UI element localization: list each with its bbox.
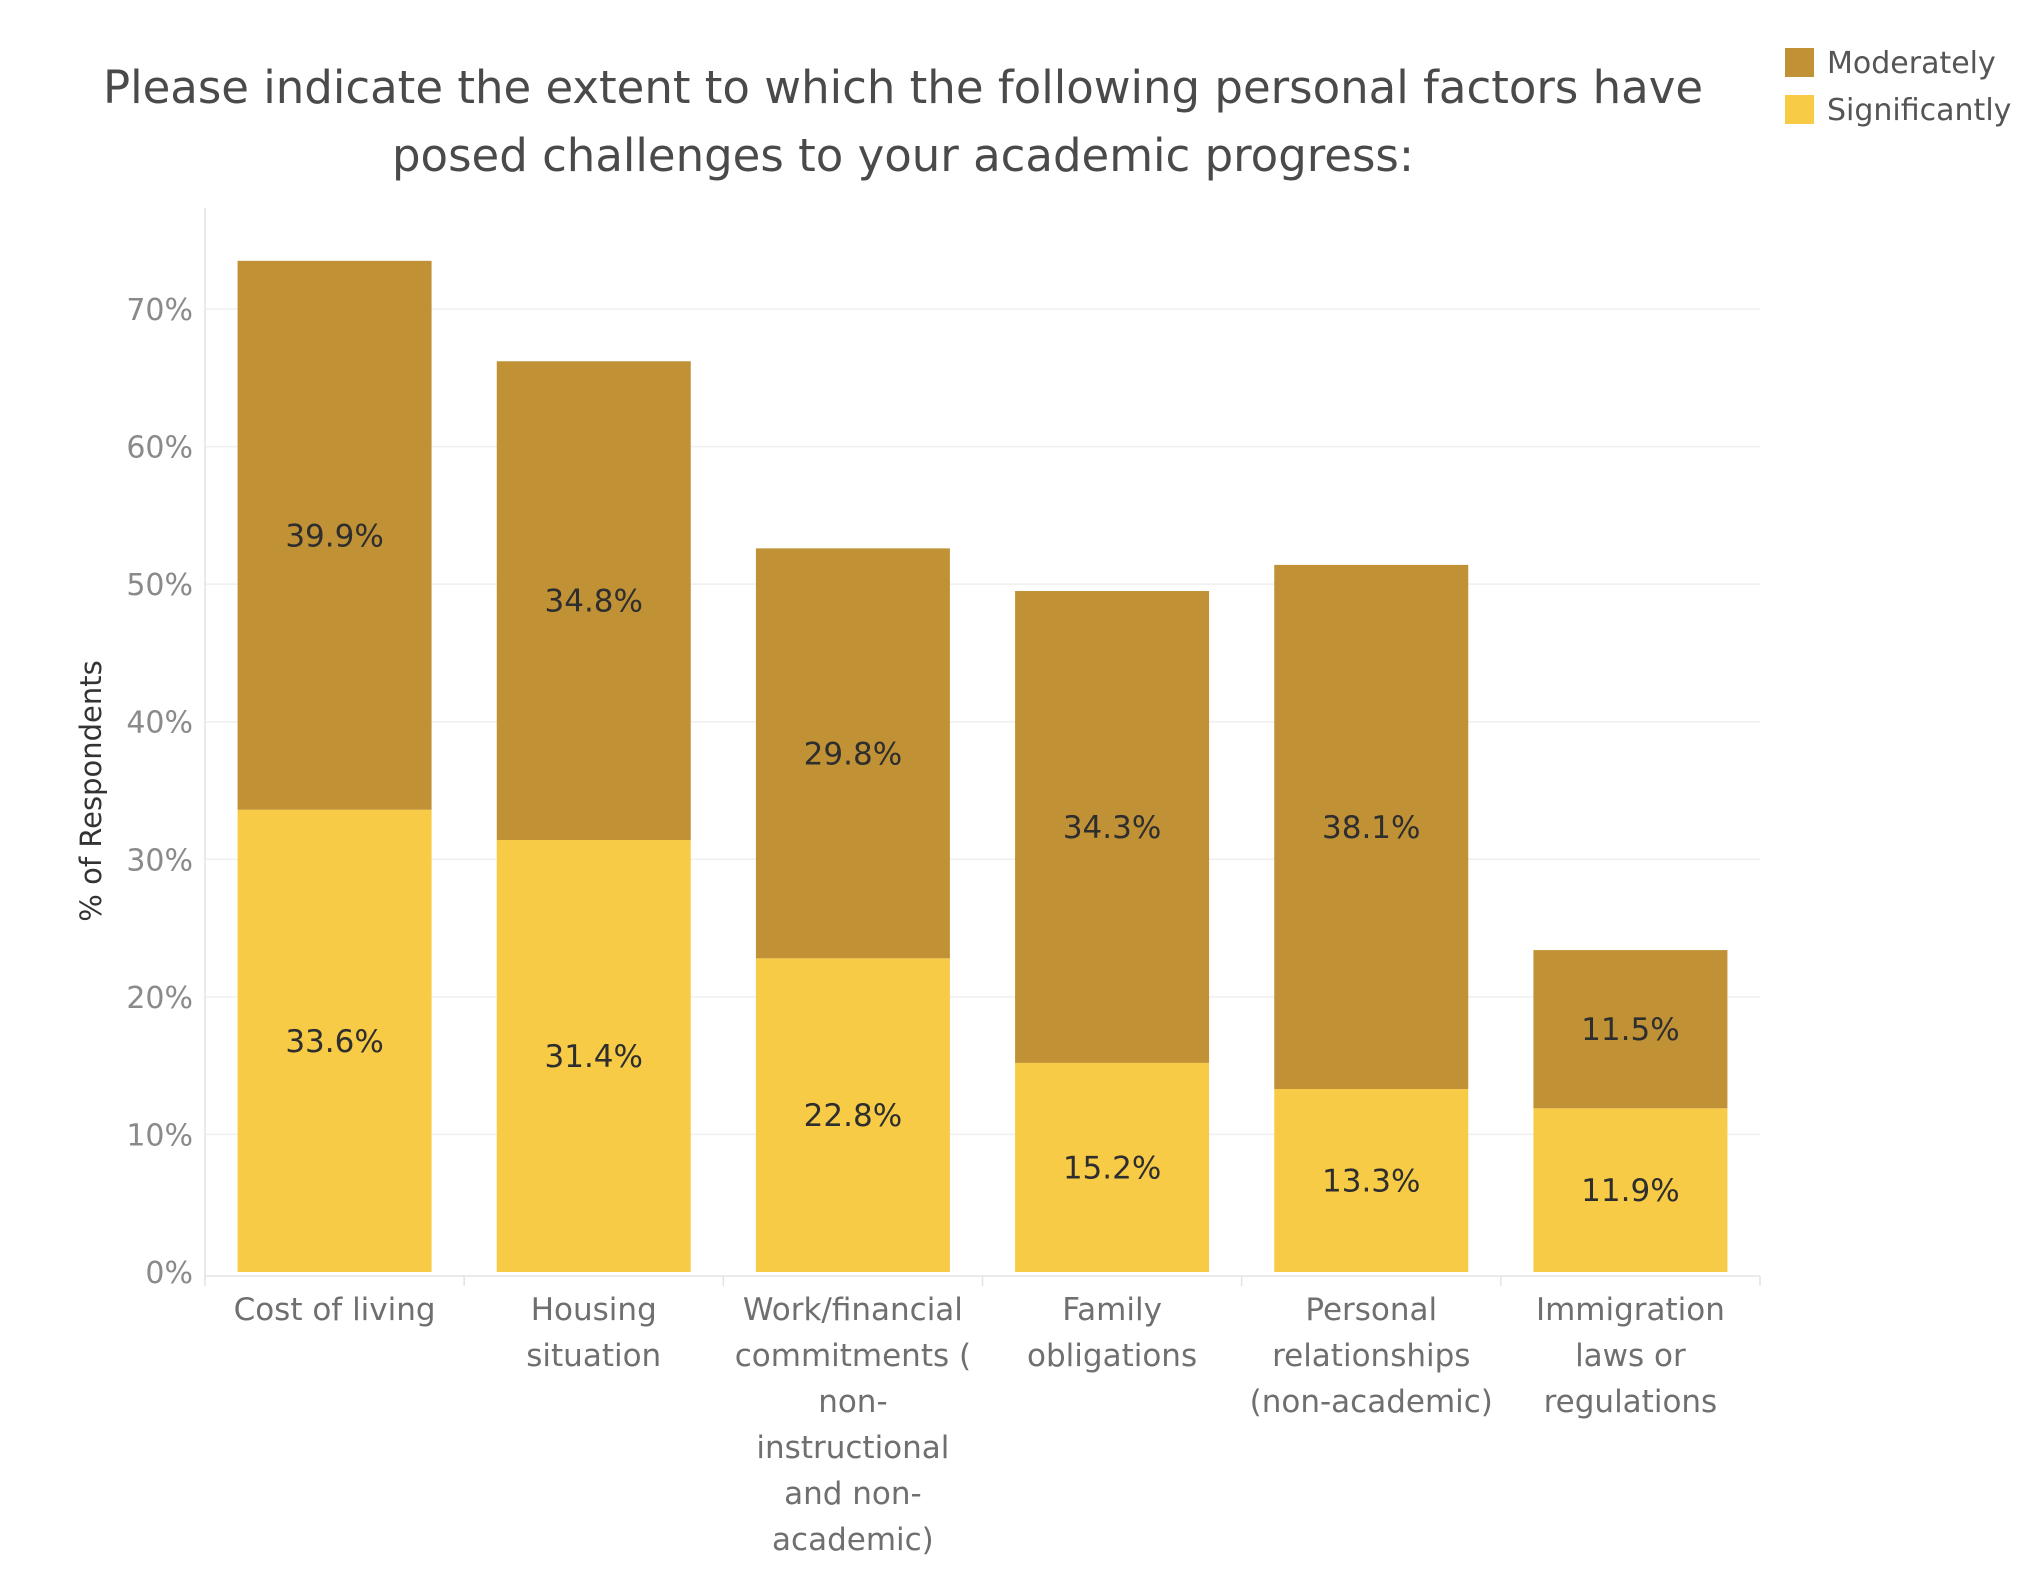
y-axis: 0% 10% 20% 30% 40% 50% 60% 70% (126, 293, 193, 1291)
y-tick-label: 70% (126, 293, 193, 328)
data-label-significantly: 11.9% (1581, 1173, 1679, 1209)
chart-title: Please indicate the extent to which the … (103, 61, 1703, 182)
data-label-significantly: 31.4% (545, 1039, 643, 1075)
legend: Moderately Significantly (1785, 46, 2011, 128)
bar-significantly (496, 840, 691, 1272)
bar-moderately (755, 548, 950, 959)
x-category-label: Personal relationships (non-academic) (1250, 1292, 1493, 1420)
legend-swatch-significantly (1785, 95, 1814, 124)
bar-moderately (496, 361, 691, 841)
bar-moderately (237, 260, 432, 810)
chart-title-line-2: posed challenges to your academic progre… (392, 129, 1414, 182)
bar-significantly (1015, 1062, 1210, 1272)
data-label-significantly: 22.8% (804, 1098, 902, 1134)
x-axis: Cost of living Housing situation Work/finan… (204, 208, 1761, 1558)
data-label-significantly: 13.3% (1322, 1164, 1420, 1200)
gridlines (205, 308, 1760, 1136)
data-label-moderately: 29.8% (804, 736, 902, 772)
bar-significantly (1533, 1108, 1728, 1272)
y-tick-label: 20% (126, 981, 193, 1016)
data-label-significantly: 15.2% (1063, 1150, 1161, 1186)
x-category-label: Work/financial commitments (non-instructi… (735, 1292, 971, 1558)
x-category-label: Cost of living (234, 1292, 436, 1328)
y-tick-label: 60% (126, 431, 193, 466)
legend-label-significantly: Significantly (1827, 93, 2011, 128)
data-label-moderately: 34.3% (1063, 810, 1161, 846)
data-labels: 33.6% 39.9% 31.4% 34.8% 22.8% 29.8% 15.2% 34.3%… (285, 518, 1679, 1209)
y-tick-label: 50% (126, 568, 193, 603)
chart-title-line-1: Please indicate the extent to which the … (103, 61, 1703, 114)
y-tick-label: 0% (145, 1256, 193, 1291)
data-label-significantly: 33.6% (285, 1024, 383, 1060)
legend-label-moderately: Moderately (1827, 46, 1996, 81)
data-label-moderately: 11.5% (1581, 1012, 1679, 1048)
bar-significantly (755, 958, 950, 1272)
y-tick-label: 10% (126, 1118, 193, 1153)
legend-swatch-moderately (1785, 48, 1814, 77)
data-label-moderately: 39.9% (285, 518, 383, 554)
data-label-moderately: 34.8% (545, 584, 643, 620)
x-category-label: Family obligations (1027, 1292, 1197, 1374)
x-category-label: Immigration laws or regulations (1536, 1292, 1725, 1420)
bar-moderately (1274, 564, 1469, 1090)
bar-moderately (1533, 950, 1728, 1109)
x-category-label: Housing situation (526, 1292, 661, 1374)
bar-significantly (237, 809, 432, 1272)
bar-significantly (1274, 1089, 1469, 1272)
bar-moderately (1015, 591, 1210, 1063)
y-tick-label: 40% (126, 706, 193, 741)
y-tick-label: 30% (126, 843, 193, 878)
data-label-moderately: 38.1% (1322, 810, 1420, 846)
bars (237, 260, 1728, 1272)
y-axis-label: % of Respondents (74, 660, 108, 921)
